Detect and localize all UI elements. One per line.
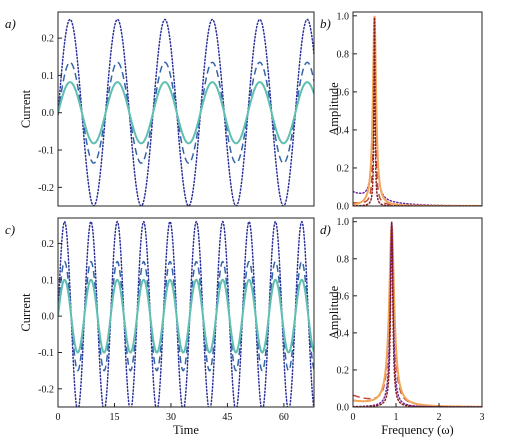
- series-line-2: [58, 81, 314, 145]
- panel-3: 0.0 0.2 0.4 0.6 0.8 1.0 0 1 2 3 Amplitude Frequency…: [320, 217, 485, 437]
- y-axis-label: Current: [19, 293, 33, 332]
- panel-label: a): [5, 16, 16, 31]
- y-axis-label: Amplitude: [327, 285, 341, 339]
- y-tick-label: 0.8: [337, 49, 350, 60]
- y-tick-label: -0.2: [38, 183, 54, 194]
- x-axis-label: Time: [173, 423, 199, 437]
- x-tick-label: 45: [222, 412, 232, 423]
- y-tick-label: 0.2: [337, 365, 350, 376]
- y-tick-label: 0.2: [42, 34, 55, 45]
- y-tick-label: 0.6: [337, 291, 350, 302]
- x-tick-label: 15: [109, 412, 119, 423]
- y-tick-label: -0.2: [38, 384, 54, 395]
- y-tick-label: -0.1: [38, 146, 54, 157]
- y-tick-label: 0.0: [42, 108, 55, 119]
- x-tick-label: 60: [279, 412, 289, 423]
- series-line-1: [58, 260, 314, 372]
- series-line-1: [353, 222, 482, 407]
- x-tick-label: 2: [437, 412, 442, 423]
- y-tick-label: 0.4: [337, 125, 350, 136]
- x-axis-label: Frequency (ω): [381, 423, 453, 437]
- y-tick-label: 0.4: [337, 328, 350, 339]
- plot-frame: [57, 217, 315, 408]
- y-tick-label: 1.0: [337, 11, 350, 22]
- x-tick-label: 1: [394, 412, 399, 423]
- x-tick-label: 0: [351, 412, 356, 423]
- y-tick-label: -0.1: [38, 348, 54, 359]
- panel-label: c): [5, 222, 15, 237]
- series-line-2: [353, 221, 482, 407]
- series-line-3: [353, 221, 482, 407]
- y-tick-label: 0.0: [42, 312, 55, 323]
- plot-frame: [352, 217, 483, 408]
- plot-frame: [57, 11, 315, 207]
- plot-frame: [352, 11, 483, 207]
- y-tick-label: 0.2: [337, 163, 350, 174]
- y-tick-label: 1.0: [337, 217, 350, 228]
- y-tick-label: 0.0: [337, 202, 350, 213]
- series-line-0: [58, 18, 314, 206]
- panel-label: d): [320, 222, 331, 237]
- y-tick-label: 0.8: [337, 254, 350, 265]
- series-line-1: [58, 61, 314, 164]
- x-tick-label: 0: [56, 412, 61, 423]
- y-tick-label: 0.6: [337, 87, 350, 98]
- panel-1: 0.0 0.2 0.4 0.6 0.8 1.0 Amplitude b): [320, 11, 483, 213]
- series-line-0: [58, 220, 314, 407]
- y-tick-label: 0.2: [42, 239, 55, 250]
- x-tick-label: 30: [166, 412, 176, 423]
- panel-label: b): [320, 16, 331, 31]
- panel-2: -0.2 -0.1 0.0 0.1 0.2 0 15 30 45 60 Current Time c): [5, 217, 315, 437]
- y-axis-label: Current: [19, 89, 33, 128]
- panel-0: -0.2 -0.1 0.0 0.1 0.2 Current a): [5, 11, 315, 207]
- y-axis-label: Amplitude: [327, 82, 341, 136]
- y-tick-label: 0.0: [337, 403, 350, 414]
- x-tick-label: 3: [480, 412, 485, 423]
- series-line-2: [58, 278, 314, 354]
- series-line-0: [353, 230, 482, 407]
- y-tick-label: 0.1: [42, 71, 55, 82]
- y-tick-label: 0.1: [42, 275, 55, 286]
